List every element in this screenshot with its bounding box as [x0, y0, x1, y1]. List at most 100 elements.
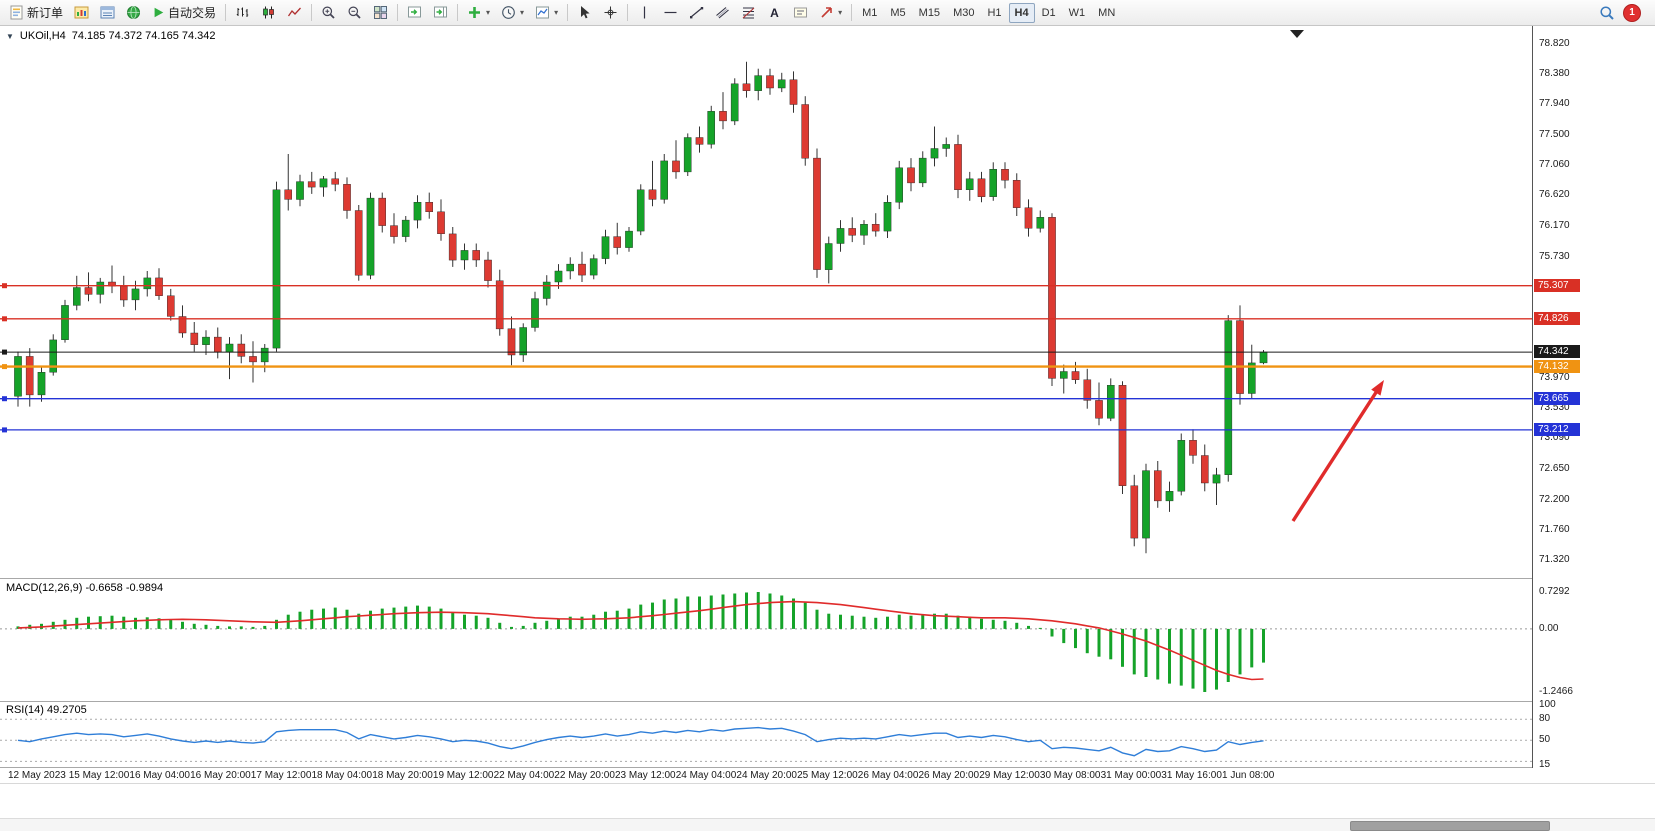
bull-candle: [260, 347, 269, 363]
auto-scroll-button[interactable]: [402, 1, 427, 25]
price-chart-panel[interactable]: [0, 26, 1532, 578]
timeframe-h1-button[interactable]: H1: [987, 6, 1002, 19]
vertical-line-tool-button[interactable]: [632, 1, 657, 25]
bull-candle: [883, 201, 892, 232]
arrows-tool-button[interactable]: ▾: [814, 1, 847, 25]
bear-candle: [1189, 440, 1197, 456]
bull-candle: [131, 288, 140, 301]
time-axis[interactable]: 12 May 2023 15 May 12:00 16 May 04:00 16 Ma…: [0, 768, 1655, 783]
price-axis-label: 72.200: [1539, 493, 1570, 505]
bull-candle: [601, 236, 610, 259]
timeframe-w1-button[interactable]: W1: [1068, 6, 1086, 19]
price-level-badge: 74.826: [1534, 311, 1580, 325]
indicators-button[interactable]: ▾: [462, 1, 495, 25]
auto-trading-button[interactable]: 自动交易: [147, 1, 221, 25]
bull-candle: [930, 148, 939, 159]
main-toolbar: 新订单: [0, 0, 1655, 26]
bear-candle: [695, 137, 704, 145]
annotation-arrow-head[interactable]: [1371, 380, 1384, 396]
price-axis-label: 77.500: [1539, 128, 1570, 140]
trendline-tool-button[interactable]: [684, 1, 709, 25]
bear-candle: [1200, 455, 1209, 484]
scrollbar-thumb[interactable]: [1350, 821, 1550, 831]
bull-candle: [1224, 320, 1233, 476]
macd-indicator-panel[interactable]: [0, 580, 1532, 700]
rsi-indicator-panel[interactable]: [0, 703, 1532, 767]
bear-candle: [613, 236, 621, 248]
new-order-button[interactable]: 新订单: [4, 1, 68, 25]
data-window-button[interactable]: [95, 1, 120, 25]
bull-candle: [589, 258, 598, 276]
bear-candle: [307, 181, 316, 188]
timeframe-mn-button[interactable]: MN: [1098, 6, 1116, 19]
level-handle[interactable]: [2, 427, 7, 433]
channel-tool-button[interactable]: [710, 1, 735, 25]
bull-candle: [860, 223, 868, 236]
line-chart-mode-button[interactable]: [282, 1, 307, 25]
level-handle[interactable]: [2, 283, 7, 289]
timeframe-m1-button[interactable]: M1: [862, 6, 878, 19]
templates-button[interactable]: ▾: [530, 1, 563, 25]
bull-candle: [542, 281, 551, 299]
bear-candle: [495, 280, 504, 330]
bull-candle: [707, 111, 715, 145]
periods-button[interactable]: ▾: [496, 1, 529, 25]
panel-divider[interactable]: [0, 701, 1655, 702]
panel-divider[interactable]: [0, 578, 1655, 579]
level-handle[interactable]: [2, 349, 7, 355]
time-axis-label: 23 May 12:00: [615, 770, 676, 781]
bear-candle: [166, 295, 175, 317]
bear-candle: [742, 83, 751, 91]
new-order-label: 新订单: [27, 6, 64, 20]
level-handle[interactable]: [2, 396, 7, 402]
text-label-tool-button[interactable]: [788, 1, 813, 25]
horizontal-scrollbar[interactable]: [0, 818, 1655, 831]
bull-candle: [730, 83, 739, 122]
macd-axis-label: -1.2466: [1539, 685, 1573, 697]
text-tool-button[interactable]: A: [762, 1, 787, 25]
chart-shift-button[interactable]: [428, 1, 453, 25]
bear-candle: [848, 228, 856, 236]
timeframe-m5-button[interactable]: M5: [890, 6, 906, 19]
rsi-axis-label: 80: [1539, 713, 1551, 725]
bull-candle: [1036, 217, 1045, 229]
timeframe-m30-button[interactable]: M30: [953, 6, 975, 19]
bear-candle: [472, 250, 481, 261]
bull-candle: [14, 356, 22, 397]
candlestick-mode-button[interactable]: [256, 1, 281, 25]
chart-shift-marker[interactable]: [1290, 30, 1304, 38]
timeframe-h4-button[interactable]: H4: [1008, 2, 1035, 23]
timeframe-d1-button[interactable]: D1: [1041, 6, 1056, 19]
horizontal-line-tool-button[interactable]: [658, 1, 683, 25]
bull-candle: [519, 327, 527, 356]
crosshair-tool-button[interactable]: [598, 1, 623, 25]
chart-dropdown-icon[interactable]: ▼: [6, 31, 14, 41]
bar-chart-mode-button[interactable]: [230, 1, 255, 25]
zoom-out-button[interactable]: [342, 1, 367, 25]
annotation-arrow-line[interactable]: [1291, 385, 1382, 522]
fibonacci-tool-button[interactable]: [736, 1, 761, 25]
navigator-button[interactable]: [121, 1, 146, 25]
macd-label: MACD(12,26,9) -0.6658 -0.9894: [6, 582, 164, 594]
data-window-icon: [100, 6, 115, 19]
charts-button[interactable]: [69, 1, 94, 25]
bear-candle: [1095, 400, 1103, 419]
cursor-tool-button[interactable]: [572, 1, 597, 25]
level-handle[interactable]: [2, 364, 7, 370]
bull-candle: [1177, 440, 1186, 492]
time-axis-label: 30 May 08:00: [1039, 770, 1101, 781]
zoom-in-button[interactable]: [316, 1, 341, 25]
search-icon[interactable]: [1599, 5, 1615, 21]
notification-badge[interactable]: 1: [1623, 3, 1641, 22]
price-axis-label: 77.940: [1539, 98, 1570, 110]
level-handle[interactable]: [2, 316, 7, 322]
timeframe-m15-button[interactable]: M15: [918, 6, 941, 19]
cursor-arrow-icon: [581, 6, 590, 19]
tile-windows-button[interactable]: [368, 1, 393, 25]
price-axis[interactable]: 78.820 78.380 77.940 77.500 77.060 76.620 76.1…: [1532, 26, 1655, 770]
price-axis-label: 77.060: [1539, 159, 1570, 171]
bull-candle: [531, 298, 539, 328]
bull-candle: [895, 167, 903, 203]
text-tool-glyph: A: [770, 6, 779, 20]
